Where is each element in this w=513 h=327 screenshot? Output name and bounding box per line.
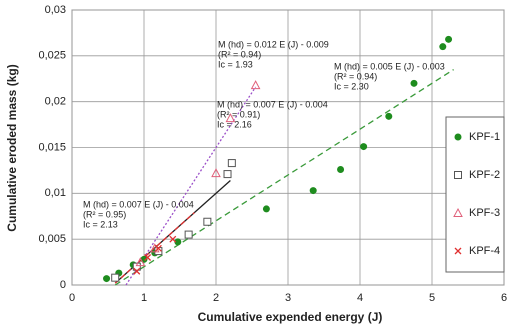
legend: KPF-1 KPF-2 KPF-3 KPF-4 — [445, 116, 505, 273]
legend-label: KPF-3 — [469, 207, 500, 219]
point — [154, 244, 162, 252]
annotation: M (hd) = 0.005 E (J) - 0.003 — [334, 61, 445, 71]
x-tick-label: 4 — [357, 292, 363, 304]
point — [169, 235, 177, 243]
point — [149, 243, 160, 253]
annotation: (R² = 0.95) — [83, 209, 126, 219]
point — [225, 113, 236, 123]
point — [133, 267, 141, 275]
point — [262, 205, 270, 213]
point — [445, 35, 453, 43]
legend-label: KPF-1 — [469, 131, 500, 143]
legend-marker — [453, 207, 463, 217]
point — [132, 262, 141, 271]
legend-marker — [454, 171, 462, 179]
annotation: (R² = 0.91) — [217, 109, 260, 119]
y-tick-label: 0,025 — [38, 50, 66, 62]
x-tick-label: 1 — [141, 292, 147, 304]
point — [184, 230, 193, 239]
point — [203, 217, 212, 226]
annotation: (R² = 0.94) — [218, 49, 261, 59]
legend-label: KPF-4 — [469, 245, 500, 257]
point — [211, 168, 221, 178]
legend-box — [445, 116, 505, 273]
annotation: Ic = 1.93 — [218, 59, 253, 69]
point — [439, 43, 447, 51]
point — [223, 170, 232, 179]
x-axis-title: Cumulative expended energy (J) — [198, 310, 383, 324]
trend-line — [114, 212, 195, 284]
point — [250, 80, 261, 90]
annotation: Ic = 2.30 — [334, 81, 369, 91]
legend-marker — [454, 247, 462, 255]
x-tick-label: 6 — [501, 292, 507, 304]
x-tick-label: 3 — [285, 292, 291, 304]
annotation: M (hd) = 0.012 E (J) - 0.009 — [218, 39, 329, 49]
legend-marker — [454, 133, 462, 141]
x-tick-label: 2 — [213, 292, 219, 304]
y-axis-title: Cumulative eroded mass (kg) — [5, 64, 19, 231]
y-tick-label: 0,005 — [38, 233, 66, 245]
annotation: (R² = 0.94) — [334, 71, 377, 81]
x-tick-label: 5 — [429, 292, 435, 304]
point — [410, 79, 418, 87]
point — [337, 166, 345, 173]
point — [309, 187, 317, 195]
annotation: Ic = 2.16 — [217, 119, 252, 129]
legend-label: KPF-2 — [469, 169, 500, 181]
y-tick-label: 0,015 — [38, 141, 66, 153]
y-tick-label: 0 — [60, 279, 66, 291]
annotation: Ic = 2.13 — [83, 219, 118, 229]
point — [174, 238, 182, 246]
y-tick-label: 0,03 — [45, 4, 66, 16]
x-tick-label: 0 — [69, 292, 75, 304]
annotation: M (hd) = 0.007 E (J) - 0.004 — [83, 199, 194, 209]
point — [227, 159, 236, 168]
point — [135, 257, 146, 267]
point — [103, 275, 111, 283]
point — [385, 112, 393, 120]
trend-line — [114, 69, 454, 286]
annotation: M (hd) = 0.007 E (J) - 0.004 — [217, 99, 328, 109]
y-tick-label: 0,02 — [45, 96, 66, 108]
point — [144, 254, 152, 261]
y-tick-label: 0,01 — [45, 187, 66, 199]
point — [360, 143, 368, 151]
point — [111, 273, 120, 282]
